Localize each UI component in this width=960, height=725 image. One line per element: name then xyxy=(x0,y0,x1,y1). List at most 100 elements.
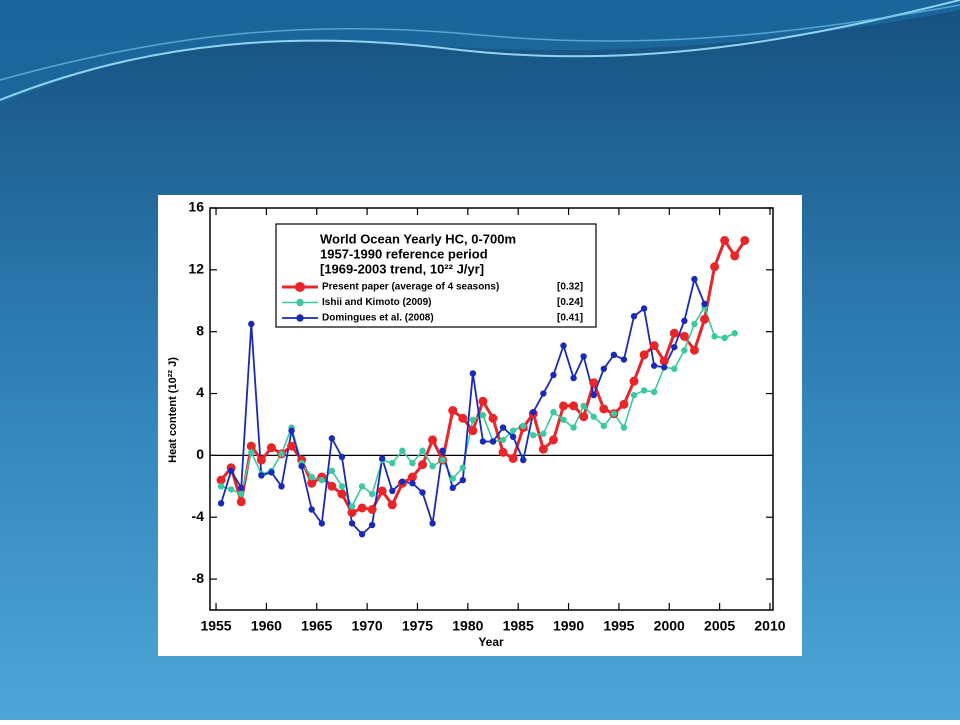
data-point xyxy=(459,476,466,484)
wave-line xyxy=(0,0,960,101)
data-point xyxy=(671,365,678,372)
data-point xyxy=(691,275,698,283)
data-point xyxy=(409,480,416,487)
data-point xyxy=(368,521,376,529)
data-point xyxy=(520,456,527,464)
legend-marker xyxy=(296,314,304,322)
data-point xyxy=(288,427,295,434)
data-point xyxy=(468,426,478,436)
data-point xyxy=(610,351,618,359)
data-point xyxy=(236,497,246,507)
data-point xyxy=(649,341,659,351)
data-point xyxy=(640,387,648,394)
plot-frame xyxy=(209,207,774,611)
data-point xyxy=(227,486,235,493)
x-tick-label: 1990 xyxy=(553,618,584,634)
data-point xyxy=(509,427,517,434)
data-point xyxy=(630,391,638,399)
data-point xyxy=(600,365,607,372)
data-point xyxy=(650,362,658,369)
data-point xyxy=(439,456,446,464)
data-point xyxy=(337,489,347,499)
data-point xyxy=(399,447,406,454)
data-point xyxy=(640,305,648,312)
legend-title: World Ocean Yearly HC, 0-700m xyxy=(320,231,516,246)
x-tick-label: 1970 xyxy=(352,618,383,634)
data-point xyxy=(407,472,417,482)
data-point xyxy=(298,463,305,470)
data-point xyxy=(216,475,226,485)
data-point xyxy=(419,489,426,496)
data-point xyxy=(248,320,255,328)
data-point xyxy=(499,436,507,444)
data-point xyxy=(570,374,577,382)
data-point xyxy=(599,404,609,414)
data-point xyxy=(730,251,740,261)
data-point xyxy=(538,444,548,454)
data-point xyxy=(550,408,557,416)
y-axis-label: Heat content (10²² J) xyxy=(167,357,179,463)
data-point xyxy=(711,333,718,340)
data-point xyxy=(629,376,639,386)
data-point xyxy=(308,506,315,513)
legend-label: Present paper (average of 4 seasons) xyxy=(322,282,499,293)
data-point xyxy=(639,350,649,360)
data-point xyxy=(590,391,597,399)
data-point xyxy=(478,396,488,406)
data-point xyxy=(469,370,477,377)
legend xyxy=(275,223,597,328)
data-point xyxy=(579,412,589,422)
data-point xyxy=(669,328,679,338)
data-point xyxy=(258,472,265,479)
data-point xyxy=(308,473,315,481)
data-point xyxy=(498,447,508,457)
data-point xyxy=(358,531,366,538)
data-point xyxy=(600,422,607,430)
data-point xyxy=(377,486,387,496)
legend-marker xyxy=(295,282,305,292)
data-point xyxy=(459,464,466,471)
y-tick-label: 12 xyxy=(188,261,204,277)
data-point xyxy=(307,478,317,488)
data-point xyxy=(710,262,720,272)
data-point xyxy=(479,438,487,445)
data-point xyxy=(580,353,587,360)
data-point xyxy=(347,508,357,518)
data-point xyxy=(389,459,396,467)
y-tick-label: -4 xyxy=(192,508,205,524)
data-point xyxy=(630,313,638,320)
data-point xyxy=(570,424,577,431)
y-tick-label: 16 xyxy=(188,199,204,215)
data-point xyxy=(358,483,366,490)
data-point xyxy=(530,408,537,416)
data-point xyxy=(379,455,386,462)
data-point xyxy=(620,356,628,363)
data-point xyxy=(559,401,569,411)
data-point xyxy=(368,490,376,498)
data-point xyxy=(590,413,597,420)
series-line xyxy=(220,306,736,508)
data-point xyxy=(418,460,428,470)
legend-label: Domingues et al. (2008) xyxy=(322,313,434,324)
data-point xyxy=(448,406,458,416)
data-point xyxy=(348,503,356,510)
data-point xyxy=(449,484,456,492)
legend-trend: [0.24] xyxy=(557,297,583,308)
data-point xyxy=(248,449,255,456)
data-point xyxy=(266,443,276,453)
data-point xyxy=(348,520,356,527)
x-tick-label: 1960 xyxy=(251,618,282,634)
data-point xyxy=(318,476,325,484)
y-tick-label: 4 xyxy=(196,384,204,400)
legend-marker xyxy=(296,298,304,307)
legend-title: 1957-1990 reference period xyxy=(320,246,488,261)
data-point xyxy=(479,411,487,419)
data-point xyxy=(429,463,436,470)
data-point xyxy=(661,364,668,371)
data-point xyxy=(540,390,547,397)
x-tick-label: 1975 xyxy=(402,618,433,634)
data-point xyxy=(287,441,297,451)
data-point xyxy=(740,235,750,245)
data-point xyxy=(720,235,730,245)
